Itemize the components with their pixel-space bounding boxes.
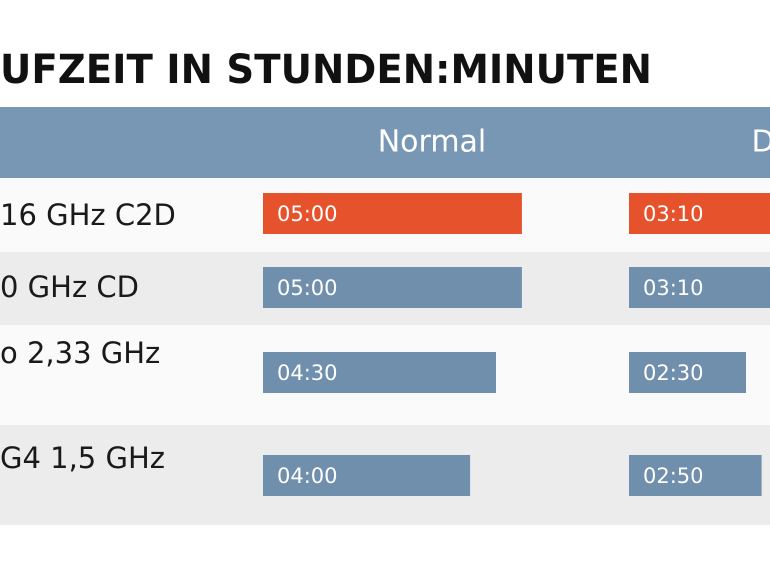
bar xyxy=(629,193,770,234)
value-label: 02:50 xyxy=(643,464,704,488)
bar xyxy=(263,193,522,234)
bar xyxy=(629,455,762,496)
category-label: o 2,33 GHz xyxy=(0,336,160,370)
value-label: 03:10 xyxy=(643,202,704,226)
bar xyxy=(629,267,770,308)
header-band xyxy=(0,107,770,178)
bar xyxy=(263,267,522,308)
chart-title: UFZEIT IN STUNDEN:MINUTEN xyxy=(0,47,652,93)
value-label: 05:00 xyxy=(277,202,338,226)
value-label: 03:10 xyxy=(643,276,704,300)
category-label: 16 GHz C2D xyxy=(0,198,176,232)
legend-entry: D xyxy=(751,125,770,160)
category-label: 0 GHz CD xyxy=(0,270,139,304)
bar xyxy=(629,352,746,393)
value-label: 02:30 xyxy=(643,361,704,385)
value-label: 04:30 xyxy=(277,361,338,385)
bar xyxy=(263,455,471,496)
value-label: 05:00 xyxy=(277,276,338,300)
bar xyxy=(263,352,497,393)
legend-entry: Normal xyxy=(378,125,487,160)
value-label: 04:00 xyxy=(277,464,338,488)
category-label: G4 1,5 GHz xyxy=(0,441,165,475)
